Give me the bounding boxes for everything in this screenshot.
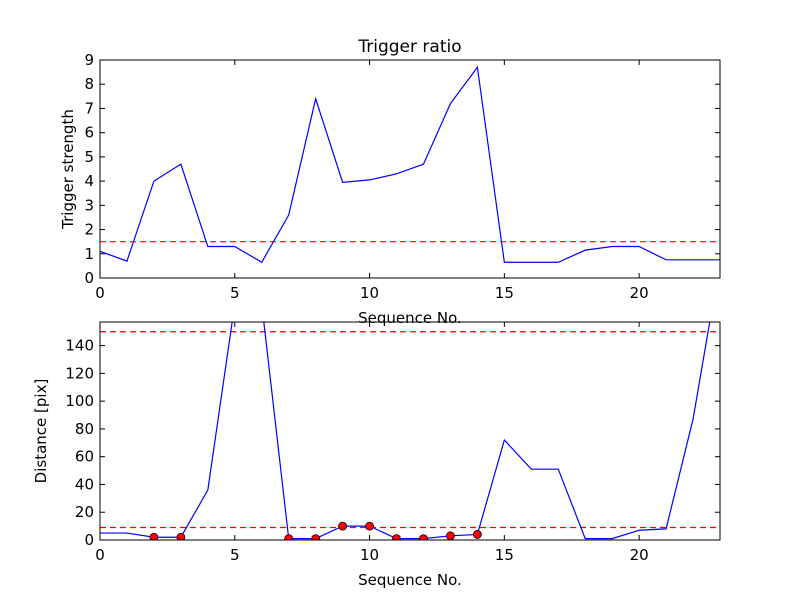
x-tick-label: 15	[495, 546, 514, 564]
y-tick-label: 60	[75, 448, 94, 466]
x-axis-label: Sequence No.	[358, 309, 462, 327]
y-tick-label: 4	[84, 172, 94, 190]
bottom-chart: 0 5 10 15 20 0 20 40 60 80 100 120 140 Sequence No. Di…	[32, 321, 721, 589]
x-tick-label: 20	[630, 284, 649, 302]
y-tick-label: 0	[84, 269, 94, 287]
y-tick-label: 2	[84, 221, 94, 239]
plot-area	[100, 322, 720, 540]
data-point-marker	[419, 534, 428, 540]
y-tick-label: 40	[75, 475, 94, 493]
y-tick-label: 5	[84, 148, 94, 166]
x-tick-label: 20	[630, 546, 649, 564]
data-point-marker	[311, 534, 321, 540]
x-tick-label: 10	[360, 546, 379, 564]
axes-frame	[99, 59, 721, 279]
axes-frame	[99, 321, 721, 541]
x-tick-label: 10	[360, 284, 379, 302]
y-axis-label: Distance [pix]	[32, 379, 50, 484]
y-tick-label: 120	[65, 364, 94, 382]
series-line-0	[100, 322, 711, 540]
y-tick-label: 1	[84, 245, 94, 263]
y-tick-label: 3	[84, 196, 94, 214]
x-tick-label: 15	[495, 284, 514, 302]
x-tick-label: 5	[230, 546, 240, 564]
data-point-marker	[176, 532, 186, 540]
data-point-marker	[365, 521, 374, 531]
x-tick-label: 0	[95, 546, 105, 564]
y-tick-label: 0	[84, 531, 94, 549]
top-chart: 0 5 10 15 20 0 1 2 3 4 5 6 7 8 9 Sequence No. Trigger st…	[59, 37, 721, 327]
y-tick-label: 80	[75, 420, 94, 438]
data-point-marker	[392, 534, 401, 540]
y-tick-label: 8	[84, 75, 94, 93]
y-tick-label: 6	[84, 124, 94, 142]
data-point-marker	[338, 521, 348, 531]
chart-title: Trigger ratio	[357, 37, 461, 57]
x-tick-label: 5	[230, 284, 240, 302]
data-point-marker	[472, 530, 482, 539]
y-axis-label: Trigger strength	[59, 109, 77, 230]
y-tick-label: 7	[84, 99, 94, 117]
y-tick-label: 20	[75, 503, 94, 521]
series-line-0	[100, 65, 720, 264]
x-axis-label: Sequence No.	[358, 571, 462, 589]
data-point-marker	[446, 531, 455, 540]
y-tick-label: 9	[84, 51, 94, 69]
data-point-marker	[149, 532, 159, 540]
plot-area	[100, 65, 720, 264]
y-tick-label: 140	[65, 337, 94, 355]
data-point-marker	[284, 534, 294, 540]
y-tick-label: 100	[65, 392, 94, 410]
x-tick-label: 0	[95, 284, 105, 302]
